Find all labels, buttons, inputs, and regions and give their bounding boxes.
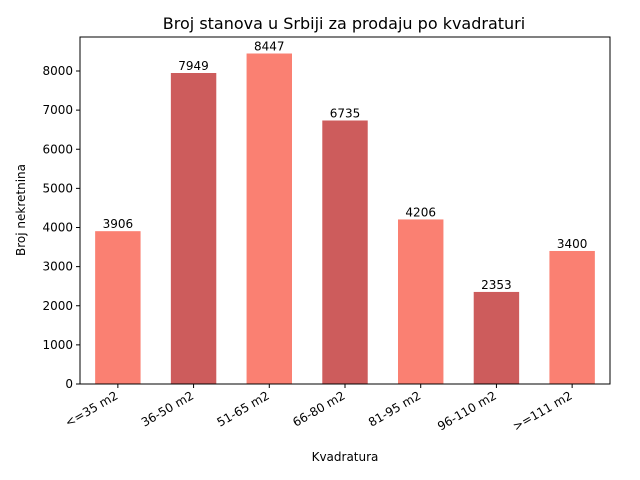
y-tick-label: 3000 bbox=[42, 260, 73, 274]
data-label: 3906 bbox=[103, 217, 134, 231]
labels-layer: 3906 7949 8447 6735 4206 2353 3400 bbox=[103, 40, 588, 292]
bar bbox=[246, 53, 292, 384]
y-tick-label: 1000 bbox=[42, 338, 73, 352]
bars-layer bbox=[95, 53, 595, 385]
data-label: 4206 bbox=[405, 205, 436, 219]
y-tick-label: 2000 bbox=[42, 299, 73, 313]
data-label: 3400 bbox=[557, 237, 588, 251]
bar bbox=[170, 73, 217, 384]
y-tick-label: 6000 bbox=[42, 142, 73, 156]
bar bbox=[473, 291, 520, 384]
data-label: 8447 bbox=[254, 40, 285, 54]
data-label: 6735 bbox=[330, 106, 361, 120]
y-tick-label: 8000 bbox=[42, 64, 73, 78]
bar bbox=[549, 250, 595, 384]
bar bbox=[95, 231, 141, 384]
data-label: 2353 bbox=[481, 278, 512, 292]
bar bbox=[322, 120, 368, 385]
y-tick-label: 4000 bbox=[42, 221, 73, 235]
plot-frame bbox=[79, 36, 611, 385]
y-axis-label: Broj nekretnina bbox=[14, 164, 28, 256]
chart-title: Broj stanova u Srbiji za prodaju po kvad… bbox=[163, 14, 525, 33]
y-tick-label: 7000 bbox=[42, 103, 73, 117]
bar bbox=[398, 219, 444, 384]
x-axis-label: Kvadratura bbox=[312, 450, 379, 464]
y-tick-label: 0 bbox=[65, 377, 73, 391]
y-tick-label: 5000 bbox=[42, 181, 73, 195]
data-label: 7949 bbox=[178, 59, 209, 73]
